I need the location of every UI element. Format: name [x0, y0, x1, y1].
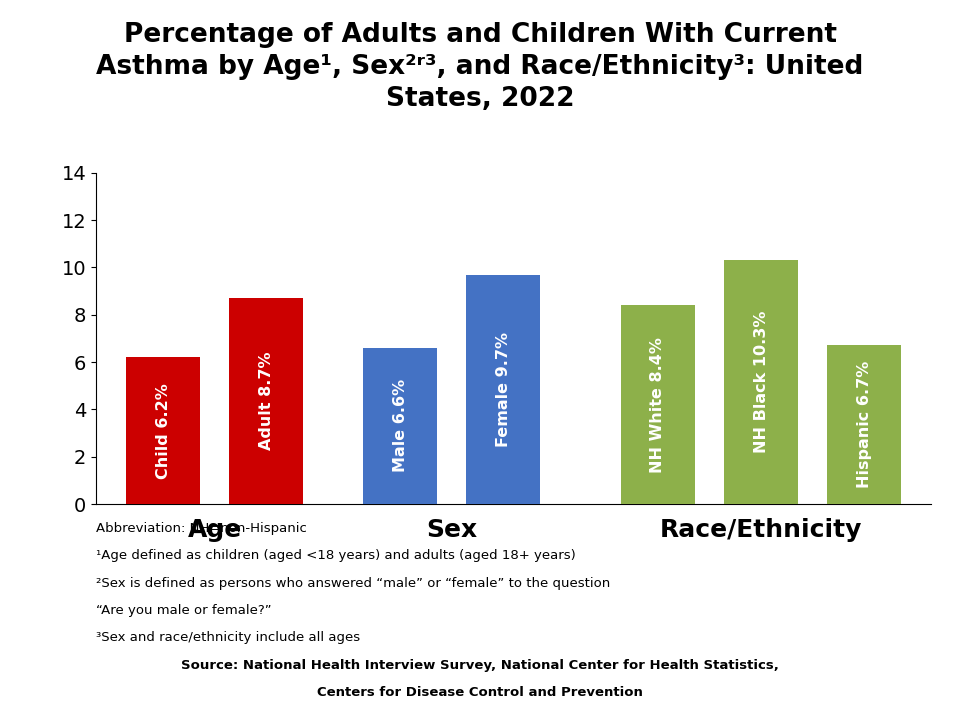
Bar: [828, 346, 901, 504]
Text: Percentage of Adults and Children With Current
Asthma by Age¹, Sex²ʳ³, and Race/: Percentage of Adults and Children With C…: [96, 22, 864, 112]
Text: Male 6.6%: Male 6.6%: [393, 379, 408, 472]
Bar: [621, 305, 695, 504]
Text: Hispanic 6.7%: Hispanic 6.7%: [856, 361, 872, 488]
Text: Female 9.7%: Female 9.7%: [495, 332, 511, 447]
Text: NH Black 10.3%: NH Black 10.3%: [754, 311, 769, 454]
Text: “Are you male or female?”: “Are you male or female?”: [96, 604, 272, 617]
Bar: [363, 348, 438, 504]
Text: Abbreviation: NH=non-Hispanic: Abbreviation: NH=non-Hispanic: [96, 522, 307, 535]
Bar: [724, 261, 798, 504]
Text: Adult 8.7%: Adult 8.7%: [258, 352, 274, 450]
Text: Centers for Disease Control and Prevention: Centers for Disease Control and Preventi…: [317, 686, 643, 699]
Text: ¹Age defined as children (aged <18 years) and adults (aged 18+ years): ¹Age defined as children (aged <18 years…: [96, 549, 576, 562]
Bar: [229, 298, 303, 504]
Text: NH White 8.4%: NH White 8.4%: [651, 337, 665, 472]
Text: ²Sex is defined as persons who answered “male” or “female” to the question: ²Sex is defined as persons who answered …: [96, 577, 611, 590]
Bar: [126, 357, 200, 504]
Text: Source: National Health Interview Survey, National Center for Health Statistics,: Source: National Health Interview Survey…: [181, 659, 779, 672]
Text: ³Sex and race/ethnicity include all ages: ³Sex and race/ethnicity include all ages: [96, 631, 360, 644]
Bar: [467, 274, 540, 504]
Text: Child 6.2%: Child 6.2%: [156, 383, 171, 479]
